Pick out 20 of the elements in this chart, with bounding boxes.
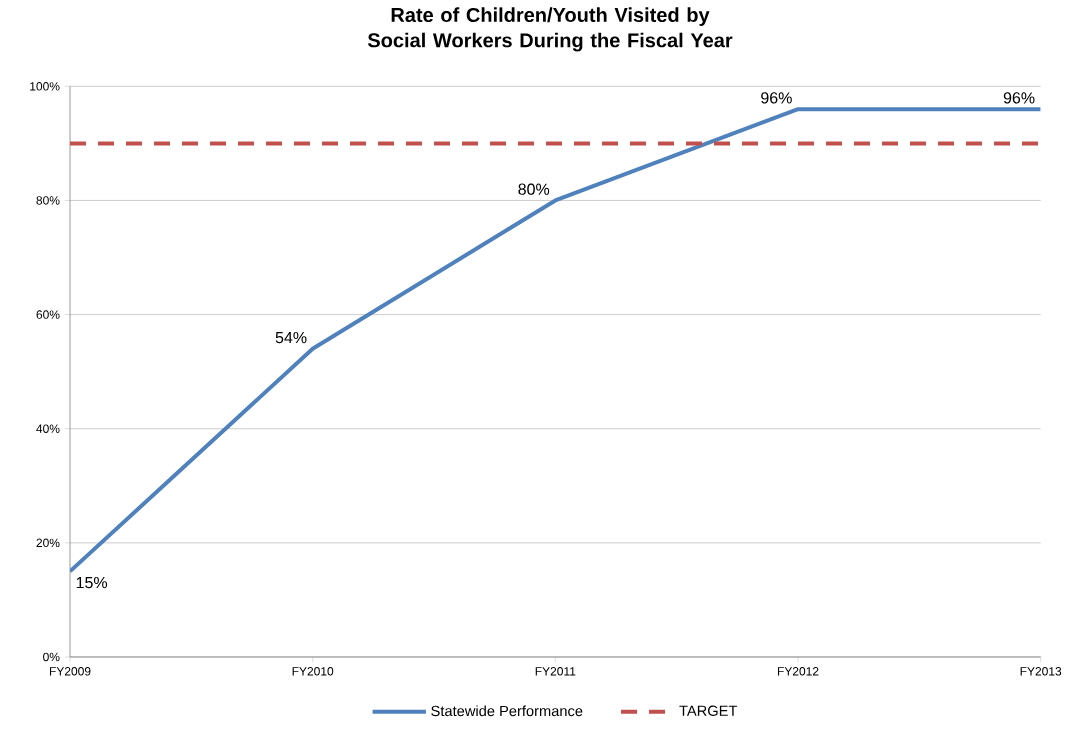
y-tick-label: 40% bbox=[36, 424, 60, 433]
legend-label: Statewide Performance bbox=[431, 705, 583, 717]
y-tick-label: 80% bbox=[36, 196, 60, 205]
data-label: 80% bbox=[518, 183, 550, 195]
y-tick-label: 100% bbox=[30, 82, 60, 91]
line-series bbox=[70, 107, 1041, 574]
y-tick-label: 0% bbox=[43, 652, 60, 662]
x-tick-label: FY2011 bbox=[535, 667, 576, 676]
chart-title: Rate of Children/Youth Visited by Social Workers During the Fiscal Year bbox=[367, 7, 733, 52]
y-tick-label: 20% bbox=[36, 538, 60, 548]
data-label: 54% bbox=[275, 331, 307, 344]
data-label: 96% bbox=[1003, 92, 1035, 104]
data-label: 96% bbox=[761, 92, 792, 104]
data-label: 15% bbox=[76, 576, 108, 589]
y-tick-label: 60% bbox=[36, 310, 60, 319]
x-tick-label: FY2013 bbox=[1020, 667, 1062, 676]
x-tick-label: FY2012 bbox=[777, 667, 819, 676]
x-tick-label: FY2009 bbox=[49, 667, 91, 676]
x-tick-label: FY2010 bbox=[292, 667, 334, 676]
legend-label: TARGET bbox=[679, 705, 738, 716]
